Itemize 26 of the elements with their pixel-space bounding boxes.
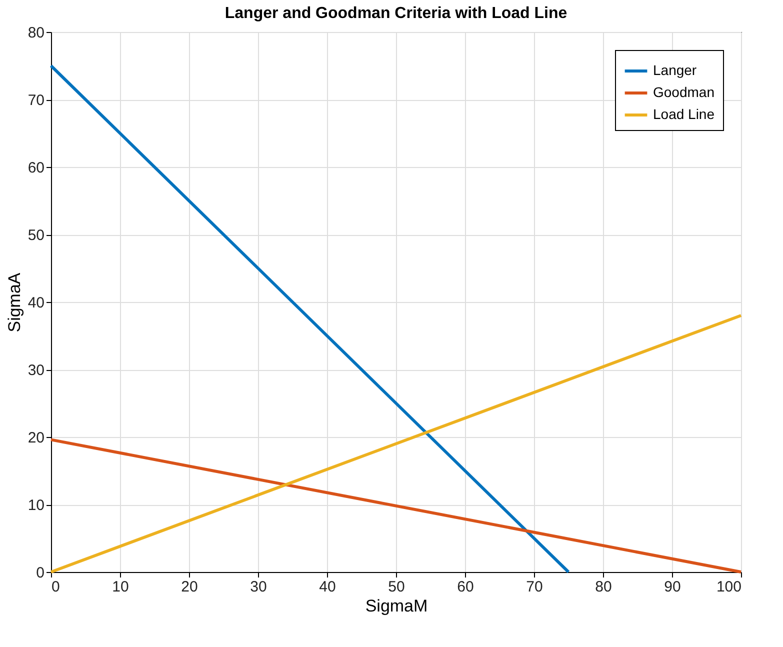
- y-tick-label: 20: [28, 430, 44, 446]
- x-tick-label: 60: [457, 578, 474, 596]
- y-tick-label: 10: [28, 497, 44, 514]
- y-tick-label: 50: [28, 227, 44, 244]
- x-tick-label: 40: [319, 578, 336, 596]
- legend-label: Langer: [653, 62, 697, 78]
- y-tick-label: 40: [28, 294, 44, 312]
- y-tick-label: 70: [28, 92, 44, 109]
- y-tick-label: 30: [28, 362, 44, 379]
- x-tick-label: 80: [595, 578, 612, 596]
- x-tick-label: 30: [250, 578, 267, 596]
- y-tick-label: 0: [36, 564, 44, 582]
- x-tick-label: 90: [664, 578, 681, 596]
- y-tick-label: 80: [28, 24, 44, 42]
- x-tick-label: 10: [112, 578, 129, 596]
- chart-title: Langer and Goodman Criteria with Load Line: [224, 5, 568, 22]
- y-tick-label: 60: [28, 160, 44, 176]
- x-tick-label: 20: [181, 578, 198, 596]
- x-tick-label: 0: [52, 578, 60, 596]
- legend-label: Load Line: [653, 106, 715, 122]
- x-tick-label: 50: [388, 578, 405, 596]
- legend-label: Goodman: [653, 84, 714, 100]
- y-axis-title: SigmaA: [4, 272, 24, 332]
- x-tick-label: 100: [716, 578, 742, 596]
- x-axis-title: SigmaM: [365, 596, 428, 616]
- x-tick-label: 70: [526, 578, 543, 596]
